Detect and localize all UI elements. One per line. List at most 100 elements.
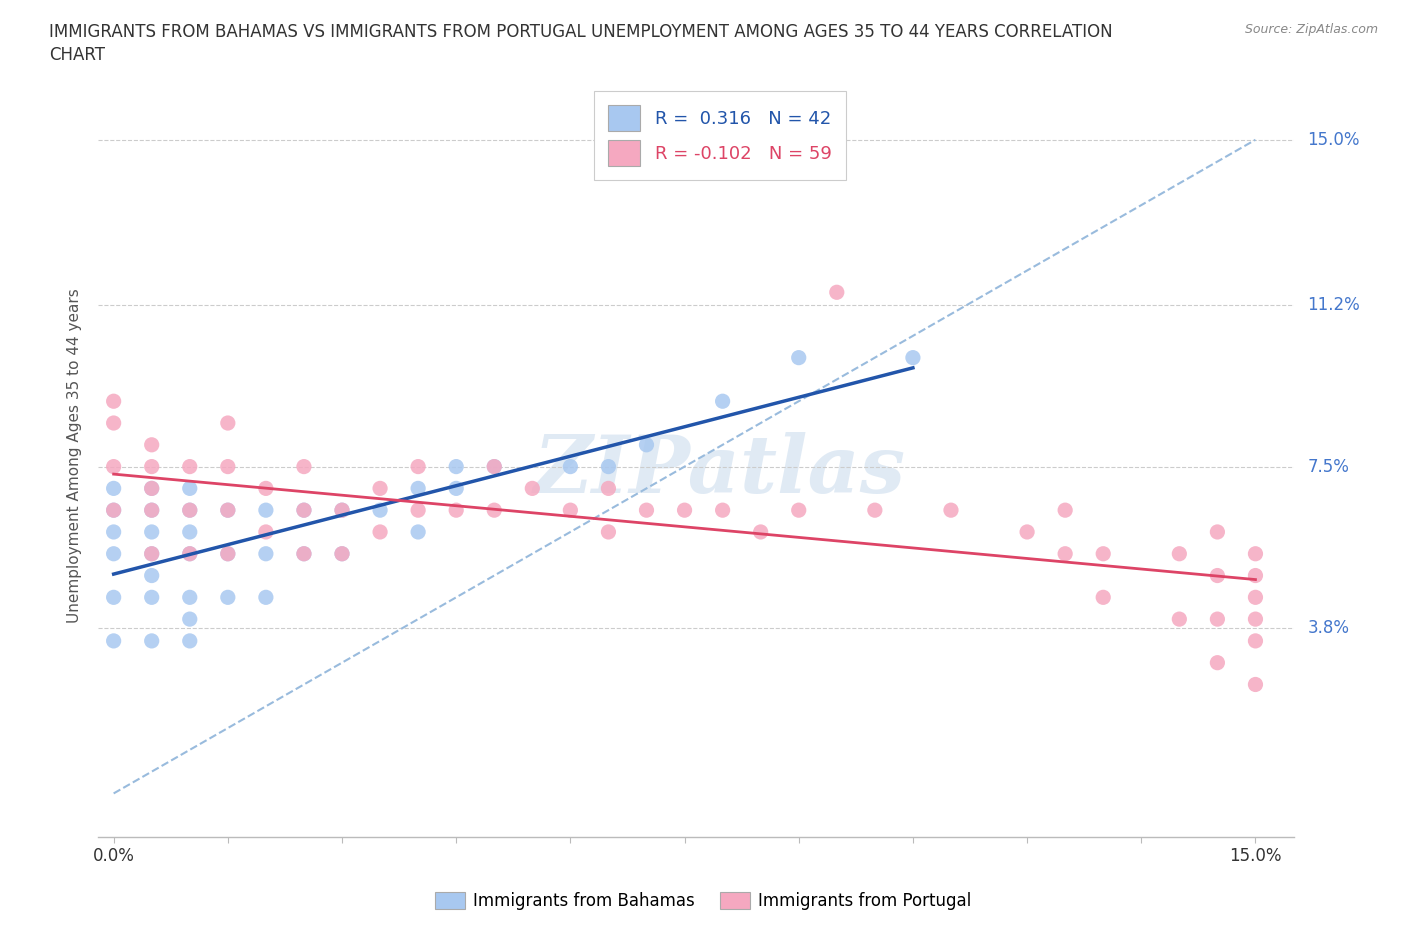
Point <box>1168 612 1191 627</box>
Point <box>141 481 163 496</box>
Point <box>141 525 163 539</box>
Point <box>1244 677 1267 692</box>
Point <box>103 633 125 648</box>
Point <box>1206 525 1229 539</box>
Text: ZIPatlas: ZIPatlas <box>534 432 905 510</box>
Point <box>1244 590 1267 604</box>
Point <box>292 546 315 561</box>
Point <box>103 590 125 604</box>
Point <box>141 633 163 648</box>
Point <box>484 503 506 518</box>
Text: 3.8%: 3.8% <box>1308 618 1350 637</box>
Point <box>406 459 429 474</box>
Point <box>254 525 277 539</box>
Point <box>141 481 163 496</box>
Point <box>103 503 125 518</box>
Point <box>444 459 467 474</box>
Point <box>484 459 506 474</box>
Legend: R =  0.316   N = 42, R = -0.102   N = 59: R = 0.316 N = 42, R = -0.102 N = 59 <box>593 91 846 180</box>
Point <box>179 590 201 604</box>
Point <box>1206 568 1229 583</box>
Point <box>179 546 201 561</box>
Point <box>1206 612 1229 627</box>
Point <box>1017 525 1039 539</box>
Point <box>330 546 353 561</box>
Point <box>179 481 201 496</box>
Point <box>598 459 620 474</box>
Point <box>103 503 125 518</box>
Point <box>406 481 429 496</box>
Point <box>254 481 277 496</box>
Point <box>141 503 163 518</box>
Point <box>560 503 582 518</box>
Point <box>141 568 163 583</box>
Point <box>141 546 163 561</box>
Point <box>1054 503 1077 518</box>
Point <box>1168 546 1191 561</box>
Point <box>560 459 582 474</box>
Point <box>179 503 201 518</box>
Point <box>141 546 163 561</box>
Point <box>1092 590 1115 604</box>
Point <box>636 437 658 452</box>
Point <box>179 525 201 539</box>
Point <box>179 612 201 627</box>
Point <box>863 503 886 518</box>
Point <box>939 503 962 518</box>
Point <box>368 503 391 518</box>
Point <box>330 503 353 518</box>
Point <box>636 503 658 518</box>
Point <box>1244 612 1267 627</box>
Point <box>292 503 315 518</box>
Point <box>330 546 353 561</box>
Point <box>217 590 239 604</box>
Point <box>711 393 734 408</box>
Y-axis label: Unemployment Among Ages 35 to 44 years: Unemployment Among Ages 35 to 44 years <box>67 288 83 623</box>
Point <box>1244 633 1267 648</box>
Point <box>522 481 544 496</box>
Point <box>292 459 315 474</box>
Point <box>598 481 620 496</box>
Point <box>444 503 467 518</box>
Point <box>1054 546 1077 561</box>
Point <box>598 525 620 539</box>
Point <box>749 525 772 539</box>
Point <box>330 503 353 518</box>
Point <box>103 525 125 539</box>
Point <box>217 459 239 474</box>
Point <box>179 633 201 648</box>
Point <box>217 503 239 518</box>
Point <box>217 503 239 518</box>
Point <box>1244 568 1267 583</box>
Point <box>254 546 277 561</box>
Point <box>787 503 810 518</box>
Point <box>217 546 239 561</box>
Point <box>484 459 506 474</box>
Point <box>787 351 810 365</box>
Text: 15.0%: 15.0% <box>1308 131 1360 149</box>
Legend: Immigrants from Bahamas, Immigrants from Portugal: Immigrants from Bahamas, Immigrants from… <box>427 885 979 917</box>
Point <box>368 525 391 539</box>
Point <box>179 546 201 561</box>
Point <box>103 459 125 474</box>
Text: Source: ZipAtlas.com: Source: ZipAtlas.com <box>1244 23 1378 36</box>
Point <box>254 503 277 518</box>
Text: 7.5%: 7.5% <box>1308 458 1350 475</box>
Point <box>1206 656 1229 671</box>
Text: 11.2%: 11.2% <box>1308 297 1360 314</box>
Point <box>711 503 734 518</box>
Point <box>292 503 315 518</box>
Point <box>103 416 125 431</box>
Point <box>1092 546 1115 561</box>
Point <box>1244 546 1267 561</box>
Point <box>217 416 239 431</box>
Point <box>368 481 391 496</box>
Point <box>141 459 163 474</box>
Point <box>406 503 429 518</box>
Point <box>825 285 848 299</box>
Text: CHART: CHART <box>49 46 105 63</box>
Point <box>406 525 429 539</box>
Point <box>444 481 467 496</box>
Point <box>141 437 163 452</box>
Text: IMMIGRANTS FROM BAHAMAS VS IMMIGRANTS FROM PORTUGAL UNEMPLOYMENT AMONG AGES 35 T: IMMIGRANTS FROM BAHAMAS VS IMMIGRANTS FR… <box>49 23 1112 41</box>
